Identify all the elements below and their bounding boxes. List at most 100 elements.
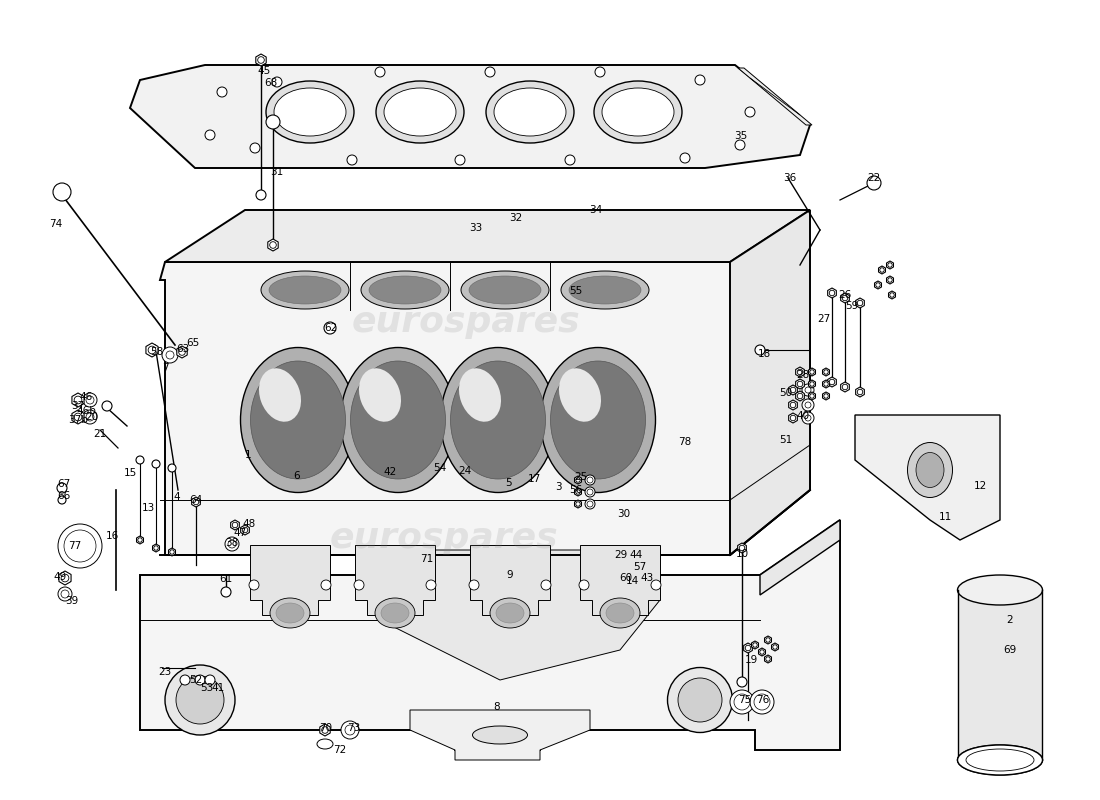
Polygon shape [146,343,158,357]
Circle shape [824,370,828,374]
Ellipse shape [258,368,301,422]
Polygon shape [574,476,582,484]
Polygon shape [410,710,590,760]
Circle shape [102,401,112,411]
Circle shape [745,107,755,117]
Ellipse shape [594,81,682,143]
Circle shape [169,550,174,554]
Circle shape [695,75,705,85]
Ellipse shape [276,603,304,623]
Circle shape [587,501,593,507]
Circle shape [810,370,814,374]
Circle shape [272,77,282,87]
Circle shape [857,300,862,306]
Circle shape [455,155,465,165]
Text: 71: 71 [420,554,433,564]
Text: 73: 73 [348,723,361,733]
Circle shape [575,478,580,482]
Text: 29: 29 [615,550,628,560]
Polygon shape [72,393,84,407]
Ellipse shape [241,347,355,493]
Circle shape [888,262,892,267]
Text: 45: 45 [257,66,271,76]
Circle shape [194,499,199,505]
Polygon shape [771,643,779,651]
Text: 40: 40 [796,411,810,421]
Text: 46: 46 [79,392,92,402]
Ellipse shape [600,598,640,628]
Circle shape [57,483,67,493]
Text: 60: 60 [619,573,632,583]
Circle shape [880,268,884,272]
Text: 58: 58 [151,347,164,357]
Polygon shape [808,380,815,388]
Ellipse shape [270,276,341,304]
Polygon shape [355,545,434,615]
Ellipse shape [274,88,346,136]
Ellipse shape [461,271,549,309]
Text: 1: 1 [244,450,251,460]
Circle shape [579,580,588,590]
Text: 9: 9 [507,570,514,580]
Circle shape [857,390,862,394]
Polygon shape [856,298,865,308]
Circle shape [735,140,745,150]
Polygon shape [760,520,840,595]
Text: 54: 54 [433,463,447,473]
Ellipse shape [957,575,1043,605]
Circle shape [843,295,848,301]
Circle shape [746,646,750,650]
Ellipse shape [966,749,1034,771]
Text: 44: 44 [629,550,642,560]
Text: 31: 31 [271,167,284,177]
Circle shape [798,370,803,374]
Circle shape [755,345,764,355]
Polygon shape [840,382,849,392]
Circle shape [790,415,795,421]
Circle shape [354,580,364,590]
Circle shape [890,293,894,297]
Text: 4: 4 [174,492,180,502]
Polygon shape [574,488,582,496]
Text: 18: 18 [758,349,771,359]
Text: 38: 38 [226,538,239,548]
Text: 24: 24 [459,466,472,476]
Text: 17: 17 [527,474,540,484]
Circle shape [790,387,795,393]
Text: 42: 42 [384,467,397,477]
Circle shape [60,590,69,598]
Circle shape [58,524,102,568]
Polygon shape [140,520,840,750]
Ellipse shape [376,81,464,143]
Text: 61: 61 [219,574,232,584]
Polygon shape [808,368,815,376]
Circle shape [805,415,811,421]
Circle shape [829,379,835,385]
Ellipse shape [361,271,449,309]
Circle shape [152,460,160,468]
Text: 3: 3 [554,482,561,492]
Ellipse shape [490,598,530,628]
Polygon shape [191,497,200,507]
Ellipse shape [270,598,310,628]
Polygon shape [256,54,266,66]
Circle shape [824,382,828,386]
Ellipse shape [486,81,574,143]
Text: 34: 34 [590,205,603,215]
Text: 47: 47 [233,528,246,538]
Circle shape [341,721,359,739]
Circle shape [138,538,142,542]
Circle shape [595,67,605,77]
Polygon shape [177,346,187,358]
Text: 51: 51 [780,435,793,445]
Circle shape [585,475,595,485]
Circle shape [802,384,814,396]
Circle shape [242,527,248,533]
Circle shape [221,587,231,597]
Text: 37: 37 [72,401,85,411]
Circle shape [766,657,770,661]
Ellipse shape [165,665,235,735]
Polygon shape [738,543,746,553]
Ellipse shape [469,276,541,304]
Circle shape [802,412,814,424]
